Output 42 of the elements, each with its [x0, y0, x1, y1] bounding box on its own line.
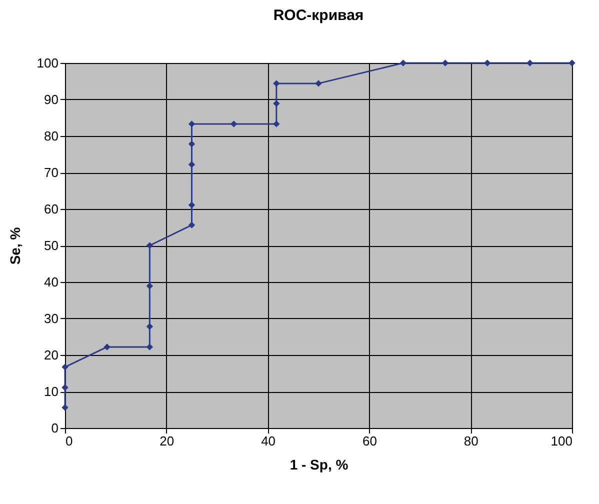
y-tick-label: 60	[44, 202, 58, 216]
point	[146, 344, 154, 350]
point	[188, 140, 196, 148]
point	[273, 80, 280, 87]
y-tick-label: 100	[36, 56, 58, 70]
point	[526, 60, 534, 66]
x-tick-label: 100	[550, 434, 572, 448]
point	[62, 364, 68, 370]
point	[104, 344, 110, 350]
chart-title: ROC-кривая	[273, 7, 364, 24]
point	[442, 60, 449, 66]
y-tick-label: 40	[44, 274, 58, 290]
point	[146, 242, 154, 249]
x-axis-title: 1 - Sp, %	[290, 456, 349, 472]
point	[315, 80, 322, 87]
point	[188, 161, 196, 168]
point	[230, 120, 238, 128]
point	[188, 120, 196, 128]
point	[146, 323, 154, 330]
point	[273, 120, 280, 128]
x-tick-label: 40	[261, 434, 276, 448]
point	[188, 202, 196, 208]
point	[484, 60, 491, 66]
x-tick-label: 20	[160, 434, 174, 448]
point	[400, 60, 407, 66]
y-tick-label: 70	[44, 165, 58, 180]
y-tick-label: 80	[44, 128, 58, 144]
point	[62, 404, 68, 411]
point	[146, 282, 154, 290]
point	[188, 222, 196, 228]
y-tick-label: 0	[51, 420, 58, 436]
point	[568, 60, 576, 66]
x-tick-label: 0	[66, 434, 73, 448]
x-tick-label: 60	[362, 434, 377, 448]
y-tick-label: 20	[44, 348, 58, 362]
x-tick-label: 80	[464, 434, 478, 448]
y-tick-label: 50	[44, 238, 58, 253]
y-tick-label: 30	[44, 311, 58, 326]
point	[273, 100, 280, 107]
y-axis-title: Se, %	[6, 226, 23, 265]
y-tick-label: 90	[44, 92, 58, 107]
y-tick-label: 10	[44, 384, 58, 399]
